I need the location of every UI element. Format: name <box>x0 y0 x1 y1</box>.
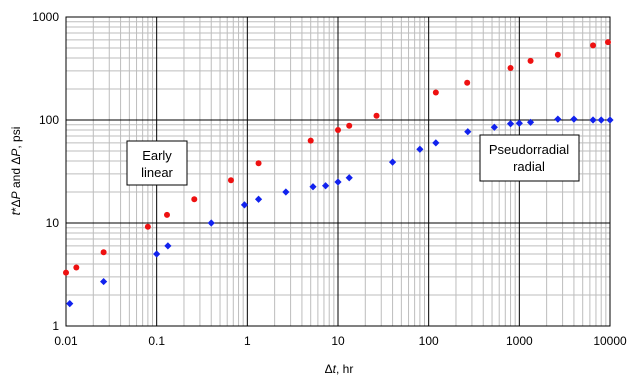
data-point-diamond <box>597 116 605 124</box>
data-point-circle <box>507 64 514 71</box>
y-tick-label: 10 <box>46 216 60 230</box>
data-point-circle <box>100 249 107 256</box>
data-point-diamond <box>515 119 523 127</box>
data-point-diamond <box>322 182 330 190</box>
data-point-circle <box>432 89 439 96</box>
data-point-circle <box>527 57 534 64</box>
data-point-diamond <box>464 128 472 136</box>
data-point-circle <box>335 126 341 133</box>
data-point-circle <box>554 51 561 58</box>
y-axis-title: t*ΔP and ΔP, psi <box>9 127 23 216</box>
data-point-circle <box>307 137 314 144</box>
annotation-early-linear: Early linear <box>126 140 188 186</box>
x-tick-label: 1000 <box>506 334 533 348</box>
data-point-circle <box>604 39 611 46</box>
data-point-diamond <box>606 116 614 124</box>
plot-area-frame <box>65 16 611 327</box>
y-axis-tick-labels: 1 10 100 1000 <box>32 10 59 333</box>
data-point-diamond <box>240 201 249 209</box>
data-point-diamond <box>432 139 440 147</box>
data-point-diamond <box>570 115 578 123</box>
annotation-line: Pseudorradial <box>489 142 569 157</box>
data-point-diamond <box>334 178 342 186</box>
data-point-diamond <box>554 115 562 123</box>
data-point-diamond <box>153 250 161 258</box>
data-point-diamond <box>416 145 424 153</box>
data-point-circle <box>464 79 471 86</box>
x-tick-label: 0.01 <box>54 334 78 348</box>
annotation-pseudorradial-radial: Pseudorradial radial <box>479 134 580 182</box>
x-axis-title: Δt, hr <box>325 362 354 376</box>
x-tick-label: 10 <box>331 334 345 348</box>
data-point-diamond <box>490 123 498 131</box>
data-point-diamond <box>282 188 290 196</box>
x-tick-label: 0.1 <box>148 334 165 348</box>
data-point-diamond <box>526 118 535 126</box>
data-point-circle <box>191 196 198 203</box>
y-tick-label: 1000 <box>32 10 59 24</box>
data-point-diamond <box>164 242 172 250</box>
x-tick-label: 10000 <box>593 334 627 348</box>
annotation-line: linear <box>141 165 173 180</box>
x-tick-label: 100 <box>419 334 439 348</box>
annotation-line: Early <box>142 148 172 163</box>
data-point-diamond <box>100 277 108 286</box>
data-point-circle <box>163 211 170 218</box>
data-point-circle <box>144 223 151 230</box>
data-point-circle <box>73 264 80 271</box>
data-point-diamond <box>254 195 263 203</box>
x-axis-tick-labels: 0.01 0.1 1 10 100 1000 10000 <box>54 334 627 348</box>
y-tick-label: 1 <box>52 319 59 333</box>
data-point-circle <box>255 160 262 167</box>
x-tick-label: 1 <box>244 334 251 348</box>
data-point-diamond <box>589 116 597 124</box>
data-point-circle <box>373 112 380 119</box>
data-point-diamond <box>388 158 397 166</box>
annotation-line: radial <box>513 159 545 174</box>
data-point-diamond <box>506 120 515 128</box>
data-point-circle <box>63 269 69 276</box>
y-tick-label: 100 <box>39 113 59 127</box>
data-point-diamond <box>207 219 215 227</box>
data-point-circle <box>346 122 353 129</box>
data-point-circle <box>590 42 597 49</box>
data-point-diamond <box>66 299 74 308</box>
data-point-diamond <box>309 183 317 191</box>
data-points <box>63 39 614 308</box>
data-point-circle <box>227 177 234 184</box>
data-point-diamond <box>345 174 353 182</box>
